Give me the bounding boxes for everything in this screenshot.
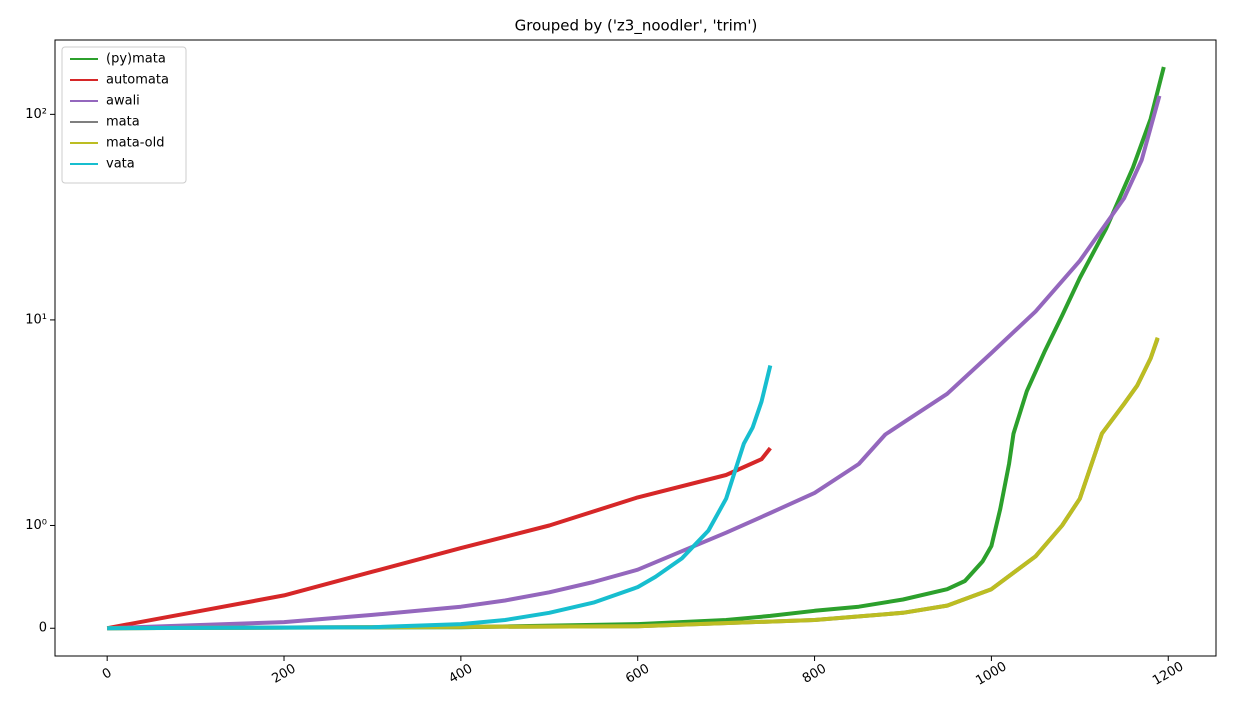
series-line xyxy=(107,66,1166,631)
legend-label: automata xyxy=(106,73,169,88)
series-line xyxy=(106,446,772,631)
series-line xyxy=(107,95,1162,631)
legend-label: (py)mata xyxy=(106,52,166,67)
series-line xyxy=(107,365,773,631)
y-tick-label: 10¹ xyxy=(25,312,47,327)
legend-label: vata xyxy=(106,157,135,172)
y-tick-label: 10⁰ xyxy=(25,518,47,533)
chart-title: Grouped by ('z3_noodler', 'trim') xyxy=(515,17,758,36)
series-line xyxy=(107,336,1160,631)
y-tick-label: 0 xyxy=(39,621,47,636)
legend-label: mata xyxy=(106,115,140,130)
legend-label: awali xyxy=(106,94,140,109)
plot-frame xyxy=(54,39,1217,657)
y-tick-label: 10² xyxy=(25,107,47,122)
legend-label: mata-old xyxy=(106,136,164,151)
